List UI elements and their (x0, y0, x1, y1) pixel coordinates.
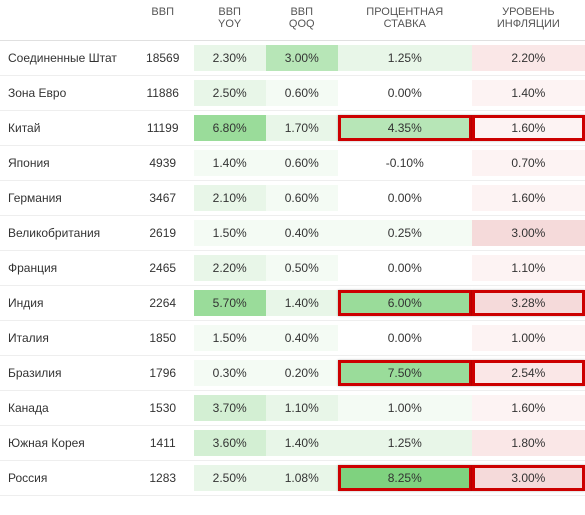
cell-qoq: 3.00% (266, 41, 338, 76)
cell-country: Великобритания (0, 216, 132, 251)
cell-qoq: 0.60% (266, 146, 338, 181)
table-row: Зона Евро118862.50%0.60%0.00%1.40% (0, 76, 585, 111)
cell-infl: 3.28% (472, 286, 585, 321)
cell-gdp: 4939 (132, 146, 194, 181)
cell-country: Канада (0, 391, 132, 426)
cell-country: Италия (0, 321, 132, 356)
cell-country: Япония (0, 146, 132, 181)
cell-rate: 0.00% (338, 251, 472, 286)
table-row: Китай111996.80%1.70%4.35%1.60% (0, 111, 585, 146)
cell-yoy: 1.50% (194, 321, 266, 356)
cell-country: Соединенные Штат (0, 41, 132, 76)
cell-infl: 1.60% (472, 391, 585, 426)
table-row: Россия12832.50%1.08%8.25%3.00% (0, 461, 585, 496)
cell-yoy: 3.70% (194, 391, 266, 426)
cell-gdp: 11886 (132, 76, 194, 111)
cell-infl: 2.20% (472, 41, 585, 76)
table-row: Германия34672.10%0.60%0.00%1.60% (0, 181, 585, 216)
cell-infl: 3.00% (472, 461, 585, 496)
cell-qoq: 0.20% (266, 356, 338, 391)
cell-country: Китай (0, 111, 132, 146)
cell-yoy: 3.60% (194, 426, 266, 461)
col-header-yoy: ВВПYOY (194, 0, 266, 41)
cell-rate: 7.50% (338, 356, 472, 391)
cell-qoq: 1.08% (266, 461, 338, 496)
cell-country: Германия (0, 181, 132, 216)
cell-qoq: 0.60% (266, 76, 338, 111)
table-row: Великобритания26191.50%0.40%0.25%3.00% (0, 216, 585, 251)
cell-yoy: 2.30% (194, 41, 266, 76)
cell-country: Россия (0, 461, 132, 496)
cell-qoq: 1.40% (266, 286, 338, 321)
cell-gdp: 2619 (132, 216, 194, 251)
cell-yoy: 6.80% (194, 111, 266, 146)
cell-gdp: 2465 (132, 251, 194, 286)
cell-rate: -0.10% (338, 146, 472, 181)
table-row: Индия22645.70%1.40%6.00%3.28% (0, 286, 585, 321)
cell-yoy: 2.20% (194, 251, 266, 286)
cell-qoq: 0.60% (266, 181, 338, 216)
cell-infl: 1.60% (472, 111, 585, 146)
cell-country: Южная Корея (0, 426, 132, 461)
cell-country: Франция (0, 251, 132, 286)
cell-infl: 3.00% (472, 216, 585, 251)
cell-country: Индия (0, 286, 132, 321)
cell-infl: 1.60% (472, 181, 585, 216)
cell-qoq: 0.50% (266, 251, 338, 286)
col-header-country (0, 0, 132, 41)
cell-yoy: 5.70% (194, 286, 266, 321)
cell-rate: 1.25% (338, 426, 472, 461)
cell-yoy: 2.50% (194, 461, 266, 496)
table-row: Бразилия17960.30%0.20%7.50%2.54% (0, 356, 585, 391)
cell-infl: 0.70% (472, 146, 585, 181)
cell-rate: 0.25% (338, 216, 472, 251)
col-header-rate: ПРОЦЕНТНАЯСТАВКА (338, 0, 472, 41)
cell-rate: 1.25% (338, 41, 472, 76)
table-row: Южная Корея14113.60%1.40%1.25%1.80% (0, 426, 585, 461)
table-row: Франция24652.20%0.50%0.00%1.10% (0, 251, 585, 286)
col-header-infl: УРОВЕНЬИНФЛЯЦИИ (472, 0, 585, 41)
cell-gdp: 1411 (132, 426, 194, 461)
cell-yoy: 1.40% (194, 146, 266, 181)
economic-indicators-table: ВВПВВПYOYВВПQOQПРОЦЕНТНАЯСТАВКАУРОВЕНЬИН… (0, 0, 585, 496)
cell-qoq: 1.10% (266, 391, 338, 426)
cell-yoy: 0.30% (194, 356, 266, 391)
table-header-row: ВВПВВПYOYВВПQOQПРОЦЕНТНАЯСТАВКАУРОВЕНЬИН… (0, 0, 585, 41)
cell-infl: 1.10% (472, 251, 585, 286)
cell-gdp: 1850 (132, 321, 194, 356)
table-row: Канада15303.70%1.10%1.00%1.60% (0, 391, 585, 426)
cell-qoq: 1.40% (266, 426, 338, 461)
cell-qoq: 0.40% (266, 321, 338, 356)
cell-rate: 0.00% (338, 321, 472, 356)
table-row: Япония49391.40%0.60%-0.10%0.70% (0, 146, 585, 181)
cell-gdp: 1796 (132, 356, 194, 391)
cell-rate: 8.25% (338, 461, 472, 496)
cell-country: Зона Евро (0, 76, 132, 111)
cell-infl: 1.40% (472, 76, 585, 111)
cell-yoy: 2.10% (194, 181, 266, 216)
col-header-gdp: ВВП (132, 0, 194, 41)
cell-country: Бразилия (0, 356, 132, 391)
cell-gdp: 1530 (132, 391, 194, 426)
cell-infl: 2.54% (472, 356, 585, 391)
cell-yoy: 2.50% (194, 76, 266, 111)
cell-infl: 1.00% (472, 321, 585, 356)
cell-rate: 1.00% (338, 391, 472, 426)
cell-gdp: 1283 (132, 461, 194, 496)
col-header-qoq: ВВПQOQ (266, 0, 338, 41)
cell-gdp: 11199 (132, 111, 194, 146)
cell-infl: 1.80% (472, 426, 585, 461)
cell-qoq: 0.40% (266, 216, 338, 251)
cell-gdp: 2264 (132, 286, 194, 321)
table-row: Соединенные Штат185692.30%3.00%1.25%2.20… (0, 41, 585, 76)
cell-rate: 6.00% (338, 286, 472, 321)
cell-rate: 4.35% (338, 111, 472, 146)
cell-rate: 0.00% (338, 181, 472, 216)
cell-rate: 0.00% (338, 76, 472, 111)
cell-gdp: 18569 (132, 41, 194, 76)
cell-yoy: 1.50% (194, 216, 266, 251)
table-row: Италия18501.50%0.40%0.00%1.00% (0, 321, 585, 356)
cell-gdp: 3467 (132, 181, 194, 216)
cell-qoq: 1.70% (266, 111, 338, 146)
